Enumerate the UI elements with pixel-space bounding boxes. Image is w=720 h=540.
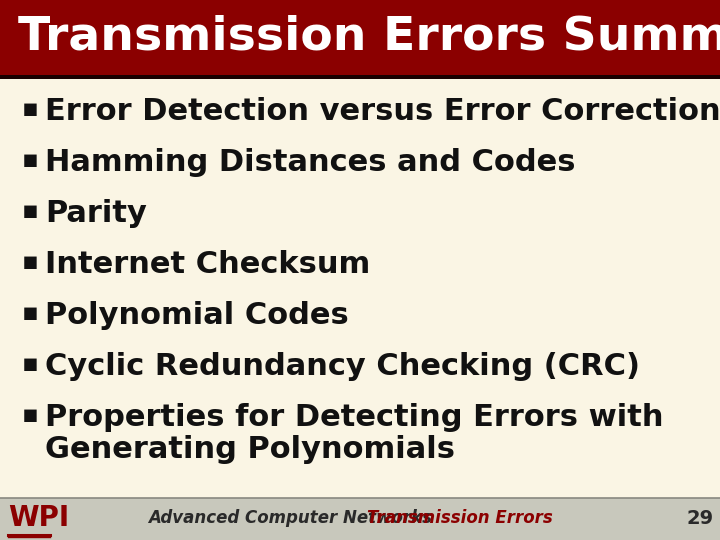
Text: ▪: ▪ <box>22 301 39 325</box>
Text: WPI: WPI <box>8 504 69 532</box>
Text: ▪: ▪ <box>22 352 39 376</box>
Text: Transmission Errors Summary: Transmission Errors Summary <box>18 15 720 60</box>
Text: ▪: ▪ <box>22 250 39 274</box>
Text: Properties for Detecting Errors with: Properties for Detecting Errors with <box>45 403 664 432</box>
Text: Hamming Distances and Codes: Hamming Distances and Codes <box>45 148 575 177</box>
Text: Parity: Parity <box>45 199 147 228</box>
Text: Cyclic Redundancy Checking (CRC): Cyclic Redundancy Checking (CRC) <box>45 352 640 381</box>
Text: ▪: ▪ <box>22 148 39 172</box>
Text: ▪: ▪ <box>22 97 39 121</box>
Text: ▪: ▪ <box>22 199 39 223</box>
Text: Transmission Errors: Transmission Errors <box>367 509 553 527</box>
Bar <box>0 75 720 79</box>
Text: Error Detection versus Error Correction: Error Detection versus Error Correction <box>45 97 720 126</box>
Bar <box>0 498 720 540</box>
Text: 29: 29 <box>686 509 714 528</box>
Bar <box>0 75 720 498</box>
Text: Internet Checksum: Internet Checksum <box>45 250 370 279</box>
Text: Generating Polynomials: Generating Polynomials <box>45 435 455 464</box>
Text: Polynomial Codes: Polynomial Codes <box>45 301 348 330</box>
Bar <box>0 0 720 75</box>
Text: Advanced Computer Networks: Advanced Computer Networks <box>148 509 432 527</box>
Text: ▪: ▪ <box>22 403 39 427</box>
